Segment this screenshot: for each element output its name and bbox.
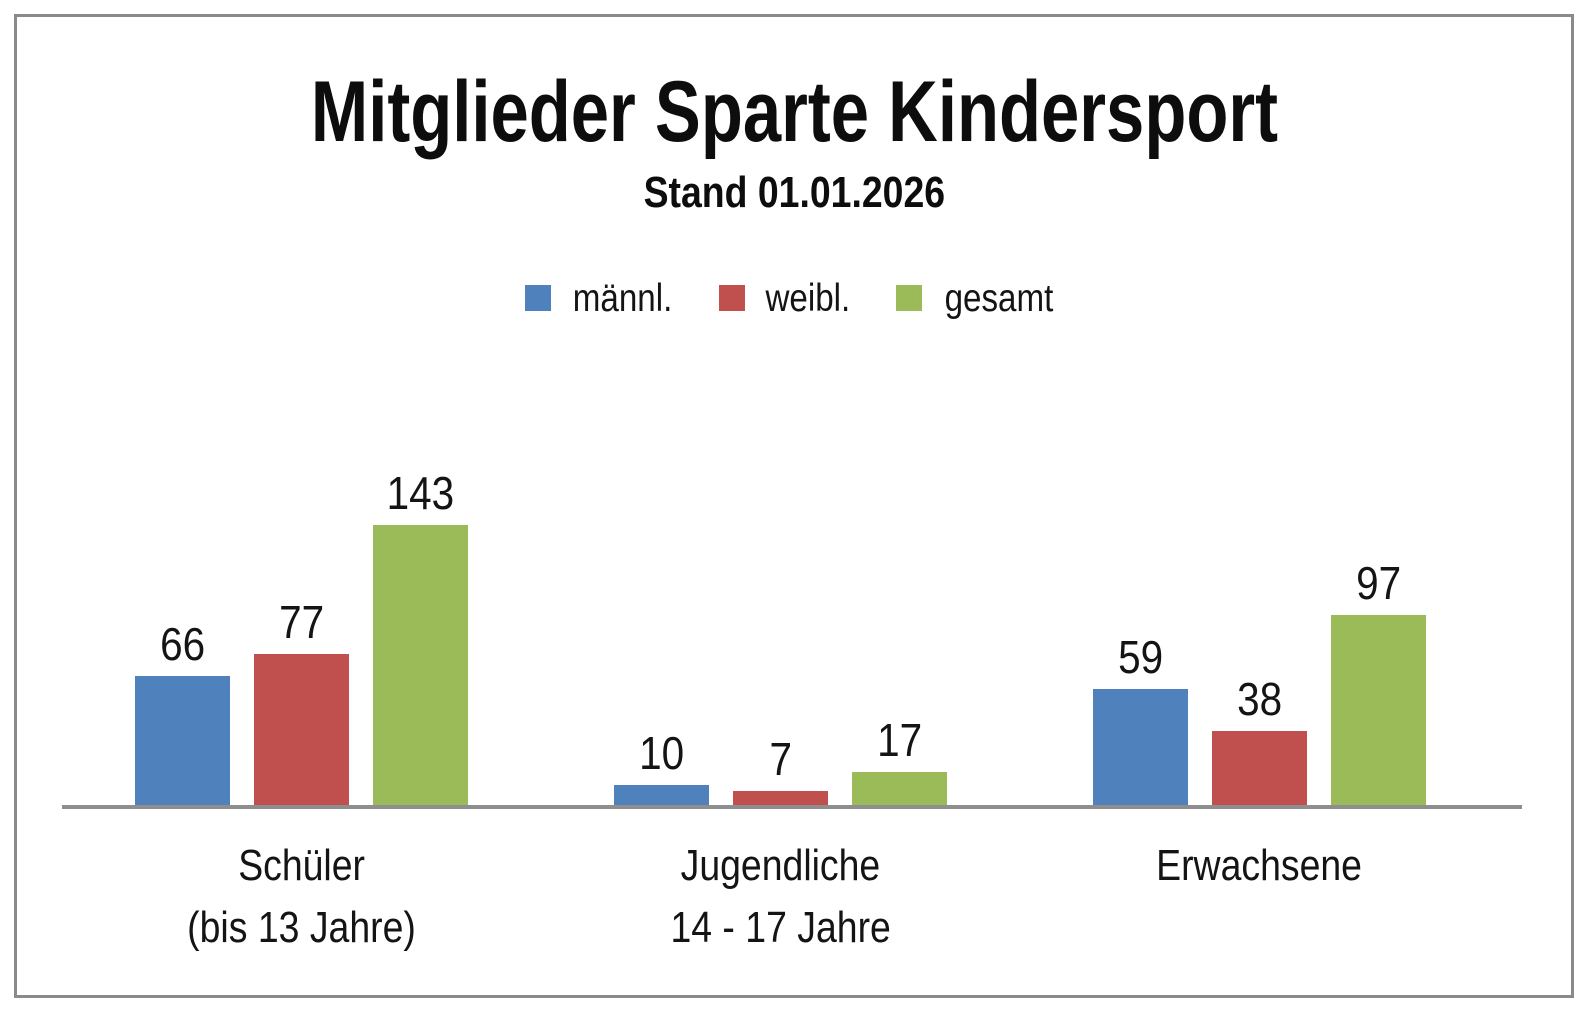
legend-label-weibl: weibl. — [765, 276, 851, 320]
category-label-text: Schüler — [238, 841, 365, 890]
category-label-text: 14 - 17 Jahre — [670, 902, 891, 952]
bar-slot-weibl-schueler: 77 — [254, 599, 349, 805]
bar-weibl-schueler — [254, 654, 349, 805]
chart-title: Mitglieder Sparte Kindersport — [17, 69, 1571, 155]
category-label-text: (bis 13 Jahre) — [187, 902, 416, 952]
bar-gesamt-jugendliche — [852, 772, 947, 805]
bar-gesamt-erwachsene — [1331, 615, 1426, 805]
bar-gesamt-schueler — [373, 525, 468, 805]
legend-swatch-weibl — [719, 285, 746, 311]
legend-item-maennl: männl. — [525, 279, 681, 318]
bar-value-maennl-jugendliche: 10 — [638, 727, 685, 779]
bar-slot-weibl-erwachsene: 38 — [1212, 676, 1307, 805]
legend-item-weibl: weibl. — [719, 279, 858, 318]
bar-maennl-erwachsene — [1093, 689, 1188, 805]
bar-value-weibl-jugendliche: 7 — [769, 733, 792, 785]
bar-group-jugendliche: 10 7 17 — [541, 717, 1020, 805]
bar-slot-weibl-jugendliche: 7 — [733, 736, 828, 805]
legend-label-maennl: männl. — [572, 276, 673, 320]
chart-title-text: Mitglieder Sparte Kindersport — [310, 64, 1278, 160]
bar-slot-gesamt-erwachsene: 97 — [1331, 560, 1426, 805]
legend-swatch-maennl — [525, 285, 552, 311]
legend: männl. weibl. gesamt — [17, 277, 1571, 319]
legend-label-gesamt: gesamt — [944, 276, 1054, 320]
bar-value-weibl-erwachsene: 38 — [1236, 673, 1283, 725]
chart-subtitle: Stand 01.01.2026 — [17, 171, 1571, 215]
bar-value-gesamt-jugendliche: 17 — [876, 714, 923, 766]
category-label-jugendliche: Jugendliche 14 - 17 Jahre — [541, 835, 1020, 958]
category-axis-labels: Schüler (bis 13 Jahre) Jugendliche 14 - 17 … — [62, 835, 1522, 958]
bar-maennl-jugendliche — [614, 785, 709, 805]
chart-subtitle-text: Stand 01.01.2026 — [643, 168, 945, 217]
bar-group-erwachsene: 59 38 97 — [1020, 560, 1499, 805]
bar-slot-maennl-schueler: 66 — [135, 621, 230, 805]
bar-maennl-schueler — [135, 676, 230, 805]
category-label-text: Jugendliche — [680, 841, 881, 890]
category-label-line: Erwachsene — [1020, 835, 1499, 897]
bar-value-maennl-erwachsene: 59 — [1117, 631, 1164, 683]
legend-item-gesamt: gesamt — [895, 276, 1063, 320]
bar-group-schueler: 66 77 143 — [62, 470, 541, 805]
legend-swatch-gesamt — [895, 285, 922, 311]
bar-slot-maennl-erwachsene: 59 — [1093, 634, 1188, 805]
bar-slot-maennl-jugendliche: 10 — [614, 730, 709, 805]
bar-weibl-erwachsene — [1212, 731, 1307, 805]
category-label-line: Jugendliche — [541, 835, 1020, 897]
bar-slot-gesamt-jugendliche: 17 — [852, 717, 947, 805]
bar-slot-gesamt-schueler: 143 — [373, 470, 468, 805]
chart-frame: Mitglieder Sparte Kindersport Stand 01.0… — [14, 14, 1574, 998]
plot-area: 66 77 143 10 7 17 59 38 97 — [62, 355, 1522, 809]
category-label-erwachsene: Erwachsene — [1020, 835, 1499, 958]
category-label-line: 14 - 17 Jahre — [541, 897, 1020, 959]
bar-weibl-jugendliche — [733, 791, 828, 805]
category-label-text: Erwachsene — [1156, 841, 1363, 890]
category-label-line: Schüler — [62, 835, 541, 897]
bar-value-maennl-schueler: 66 — [159, 618, 206, 670]
bar-value-weibl-schueler: 77 — [278, 596, 325, 648]
bar-value-gesamt-schueler: 143 — [386, 467, 455, 519]
bar-value-gesamt-erwachsene: 97 — [1355, 557, 1402, 609]
category-label-line: (bis 13 Jahre) — [62, 897, 541, 959]
category-label-schueler: Schüler (bis 13 Jahre) — [62, 835, 541, 958]
